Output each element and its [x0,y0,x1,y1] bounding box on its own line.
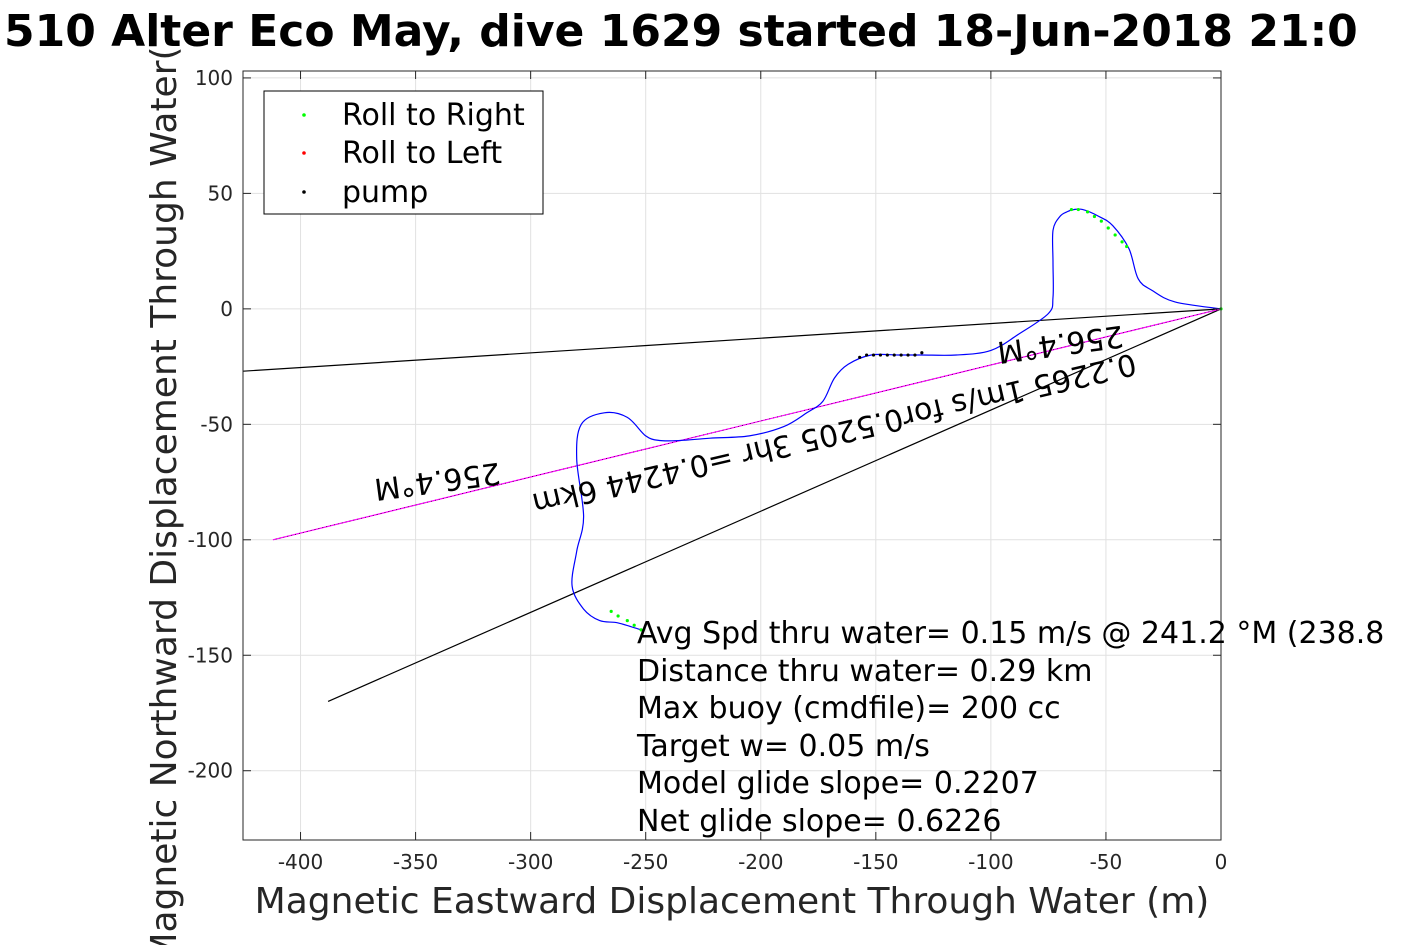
y-tick-label: -100 [188,528,233,552]
summary-target-w: Target w= 0.05 m/s [636,729,930,764]
pump-point [858,355,862,359]
roll-right-point [1125,244,1129,249]
direction-labels: 256.4°M 0.2265 1m/s for0.5205 3hr =0.424… [372,318,1139,521]
x-tick-label: -250 [623,850,668,874]
x-tick-label: -200 [738,850,783,874]
pump-point [878,353,883,357]
x-tick-label: -400 [278,850,323,874]
y-axis-label: Magnetic Northward Displacement Through … [144,46,185,945]
y-tick-label: -150 [188,643,233,667]
axis-ticks: -400 -350 -300 -250 -200 -150 -100 -50 0 100 50 0 -5… [188,66,1228,874]
x-axis-label: Magnetic Eastward Displacement Through W… [255,881,1210,922]
legend-box [263,90,544,215]
legend-marker-roll-right [302,113,306,117]
x-tick-label: -350 [393,850,438,874]
legend: Roll to Right Roll to Left pump [263,90,544,215]
roll-right-point [625,619,629,623]
legend-label-pump: pump [342,175,428,210]
summary-text-block: Avg Spd thru water= 0.15 m/s @ 241.2 °M … [636,616,1384,839]
y-tick-label: 0 [220,297,233,321]
x-tick-label: 0 [1215,850,1228,874]
pump-point [913,353,917,357]
roll-right-point [1085,210,1090,214]
pump-point [885,353,889,357]
legend-label-roll-left: Roll to Left [342,136,502,171]
pump-point [871,353,876,357]
x-tick-label: -300 [508,850,553,874]
x-tick-label: -100 [968,850,1013,874]
roll-right-point [1076,207,1080,212]
heading-label-left: 256.4°M [372,455,502,506]
roll-right-point [1069,207,1074,212]
roll-right-point [1120,240,1124,244]
legend-label-roll-right: Roll to Right [342,98,525,133]
roll-right-point [1113,233,1117,237]
legend-marker-pump [302,190,306,194]
pump-point [899,353,903,357]
glider-track [571,208,1222,631]
pump-point [892,353,896,357]
speed-distance-label: 0.2265 1m/s for0.5205 3hr =0.4244 6km [529,346,1140,521]
legend-marker-roll-left [302,151,306,155]
summary-model-glide: Model glide slope= 0.2207 [637,766,1039,801]
x-tick-label: -150 [853,850,898,874]
plot-points [609,207,1223,632]
roll-right-point [1106,226,1110,230]
bearing-line-2 [327,308,1222,702]
summary-net-glide: Net glide slope= 0.6226 [637,804,1001,839]
plot-lines [242,208,1222,702]
roll-right-point [616,614,620,618]
roll-right-point [632,623,636,627]
y-tick-label: 100 [195,66,233,90]
pump-point [906,353,910,357]
y-tick-label: -200 [188,759,233,783]
summary-distance: Distance thru water= 0.29 km [637,654,1092,689]
y-tick-label: -50 [200,412,233,436]
axes-box [242,70,1222,841]
summary-max-buoy: Max buoy (cmdfile)= 200 cc [637,691,1061,726]
y-tick-label: 50 [208,181,233,205]
net-displacement-line [272,308,1222,541]
roll-right-point [1099,219,1103,223]
roll-right-point [609,609,613,613]
roll-right-point [639,628,643,632]
x-tick-label: -50 [1090,850,1123,874]
bearing-line-1 [242,308,1222,372]
summary-avg-speed: Avg Spd thru water= 0.15 m/s @ 241.2 °M … [637,616,1384,651]
pump-point [865,353,869,357]
chart-title: 510 Alter Eco May, dive 1629 started 18-… [4,6,1358,57]
pump-point [920,351,924,355]
roll-right-point [1092,214,1097,219]
